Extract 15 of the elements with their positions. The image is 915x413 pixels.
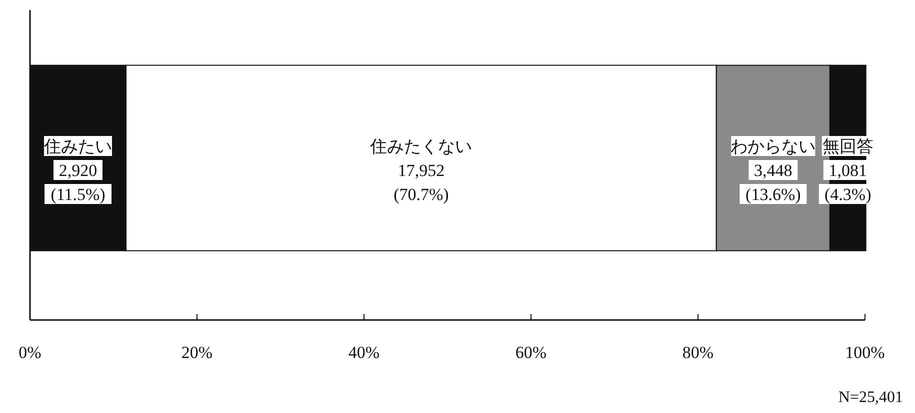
series-label: 無回答 (822, 137, 874, 156)
series-label: 住みたくない (369, 137, 472, 156)
x-tick-label: 100% (845, 343, 885, 362)
x-tick-label: 60% (515, 343, 547, 362)
x-tick-label: 0% (18, 343, 42, 362)
data-label: 1,081 (4.3%) (824, 161, 872, 204)
data-label: 3,448 (13.6%) (746, 161, 801, 204)
series-label: 住みたい (43, 137, 112, 156)
x-tick-label: 80% (682, 343, 714, 362)
text: N=25,401 (838, 389, 903, 406)
x-tick-label: 40% (348, 343, 380, 362)
data-label: 17,952 (70.7%) (394, 161, 449, 204)
data-label: 2,920 (11.5%) (50, 161, 106, 204)
series-label: わからない (730, 137, 816, 156)
x-tick-label: 20% (181, 343, 213, 362)
